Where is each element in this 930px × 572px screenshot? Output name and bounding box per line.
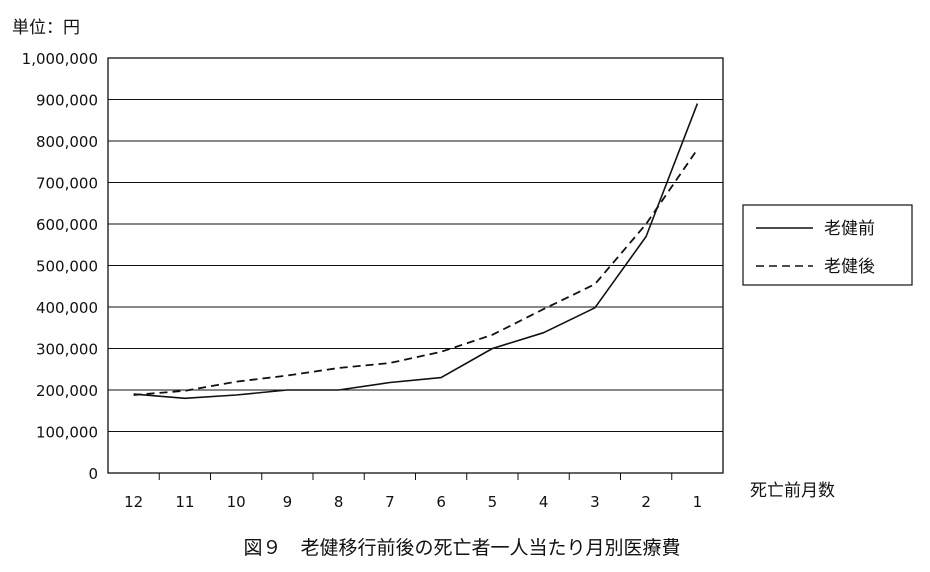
y-tick-label: 500,000 [36,258,98,276]
x-tick-labels: 12 11 10 9 8 7 6 5 4 3 2 1 [124,473,702,511]
x-tick-label: 5 [488,493,498,511]
y-tick-labels: 0 100,000 200,000 300,000 400,000 500,000 600,… [22,50,98,483]
x-tick-label: 1 [693,493,703,511]
x-tick-label: 7 [385,493,395,511]
x-tick-label: 12 [124,493,143,511]
series-line-1 [133,103,699,400]
x-axis-label: 死亡前月数 [750,481,835,501]
y-tick-label: 0 [88,465,98,483]
y-tick-label: 100,000 [36,424,98,442]
x-tick-label: 8 [334,493,344,511]
y-tick-label: 900,000 [36,92,98,110]
legend-label-series-1: 老健前 [824,219,875,239]
x-tick-label: 6 [436,493,446,511]
x-tick-label: 11 [175,493,194,511]
y-tick-label: 700,000 [36,175,98,193]
series-line-2 [133,148,699,396]
y-tick-label: 600,000 [36,216,98,234]
chart-title: 図９ 老健移行前後の死亡者一人当たり月別医療費 [243,537,680,559]
legend: 老健前 老健後 [742,204,913,286]
y-tick-label: 1,000,000 [22,50,98,68]
x-tick-label: 2 [641,493,651,511]
series-lines [133,103,699,400]
y-tick-label: 400,000 [36,299,98,317]
y-tick-label: 200,000 [36,382,98,400]
legend-box [742,204,913,286]
y-tick-label: 300,000 [36,341,98,359]
gridlines [108,99,723,432]
x-tick-label: 4 [539,493,549,511]
y-axis-unit-label: 単位：円 [12,18,80,38]
y-tick-label: 800,000 [36,133,98,151]
plot-frame [107,57,724,474]
x-tick-label: 3 [590,493,600,511]
x-tick-label: 10 [227,493,246,511]
legend-label-series-2: 老健後 [824,257,875,277]
x-tick-label: 9 [283,493,293,511]
